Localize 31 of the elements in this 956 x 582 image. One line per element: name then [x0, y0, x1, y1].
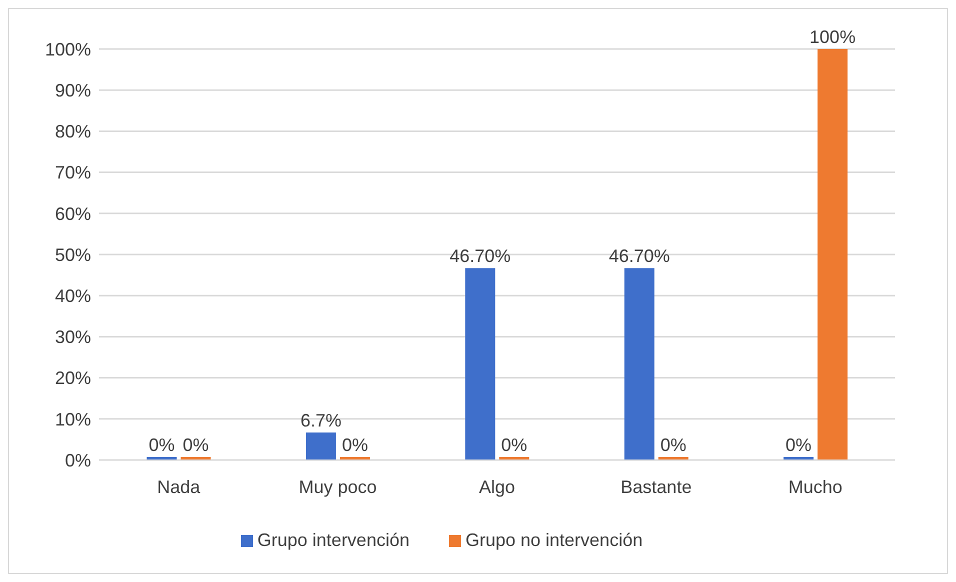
data-label: 0%: [342, 435, 368, 455]
y-tick-label: 20%: [54, 368, 91, 388]
x-tick-label: Mucho: [788, 476, 842, 497]
data-label: 46.70%: [608, 246, 670, 266]
data-label: 0%: [148, 435, 175, 455]
data-label: 46.70%: [450, 246, 511, 266]
data-label: 100%: [810, 27, 856, 47]
data-label: 0%: [182, 435, 209, 455]
y-tick-label: 40%: [54, 286, 91, 306]
bar: [624, 268, 654, 460]
y-tick-label: 70%: [54, 162, 91, 183]
y-tick-label: 0%: [64, 450, 91, 470]
y-tick-label: 10%: [54, 409, 91, 430]
x-tick-label: Algo: [478, 476, 516, 497]
data-label: 0%: [786, 435, 812, 455]
y-tick-label: 80%: [54, 122, 91, 142]
y-tick-label: 100%: [44, 39, 91, 60]
legend-label: Grupo no intervención: [465, 530, 643, 550]
data-label: 0%: [501, 435, 528, 455]
x-tick-label: Bastante: [620, 476, 692, 497]
y-tick-label: 30%: [54, 327, 91, 348]
data-label: 0%: [660, 435, 686, 455]
bar: [818, 49, 848, 460]
bar: [465, 268, 496, 460]
y-tick-label: 50%: [54, 244, 91, 265]
y-tick-label: 60%: [54, 204, 91, 224]
y-tick-label: 90%: [54, 80, 91, 100]
x-tick-label: Muy poco: [298, 476, 377, 497]
x-tick-label: Nada: [157, 476, 202, 497]
legend-label: Grupo intervención: [257, 530, 410, 550]
data-label: 6.7%: [300, 410, 342, 430]
